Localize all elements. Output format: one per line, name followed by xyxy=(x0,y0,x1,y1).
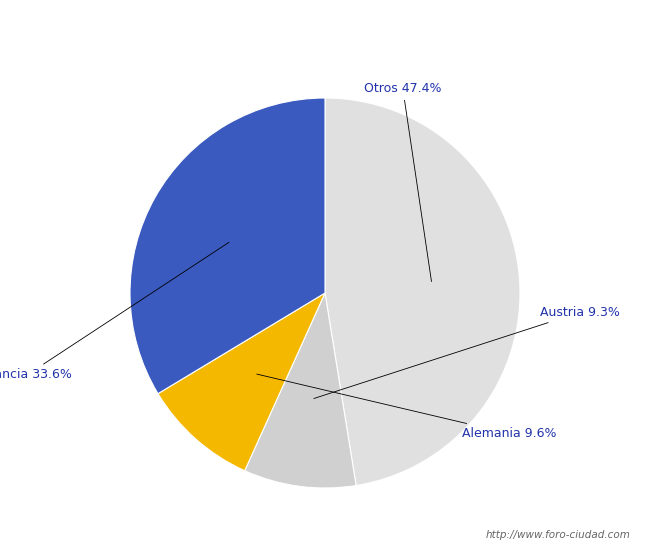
Text: Francia 33.6%: Francia 33.6% xyxy=(0,242,229,381)
Wedge shape xyxy=(130,98,325,394)
Text: Otros 47.4%: Otros 47.4% xyxy=(364,82,441,282)
Wedge shape xyxy=(244,293,356,488)
Wedge shape xyxy=(158,293,325,471)
Text: Santa Eulàlia de Ronçana - Turistas extranjeros según país - Abril de 2024: Santa Eulàlia de Ronçana - Turistas extr… xyxy=(53,19,597,35)
Text: http://www.foro-ciudad.com: http://www.foro-ciudad.com xyxy=(486,530,630,540)
Wedge shape xyxy=(325,98,520,486)
Text: Alemania 9.6%: Alemania 9.6% xyxy=(257,374,556,440)
Text: Austria 9.3%: Austria 9.3% xyxy=(314,306,619,399)
